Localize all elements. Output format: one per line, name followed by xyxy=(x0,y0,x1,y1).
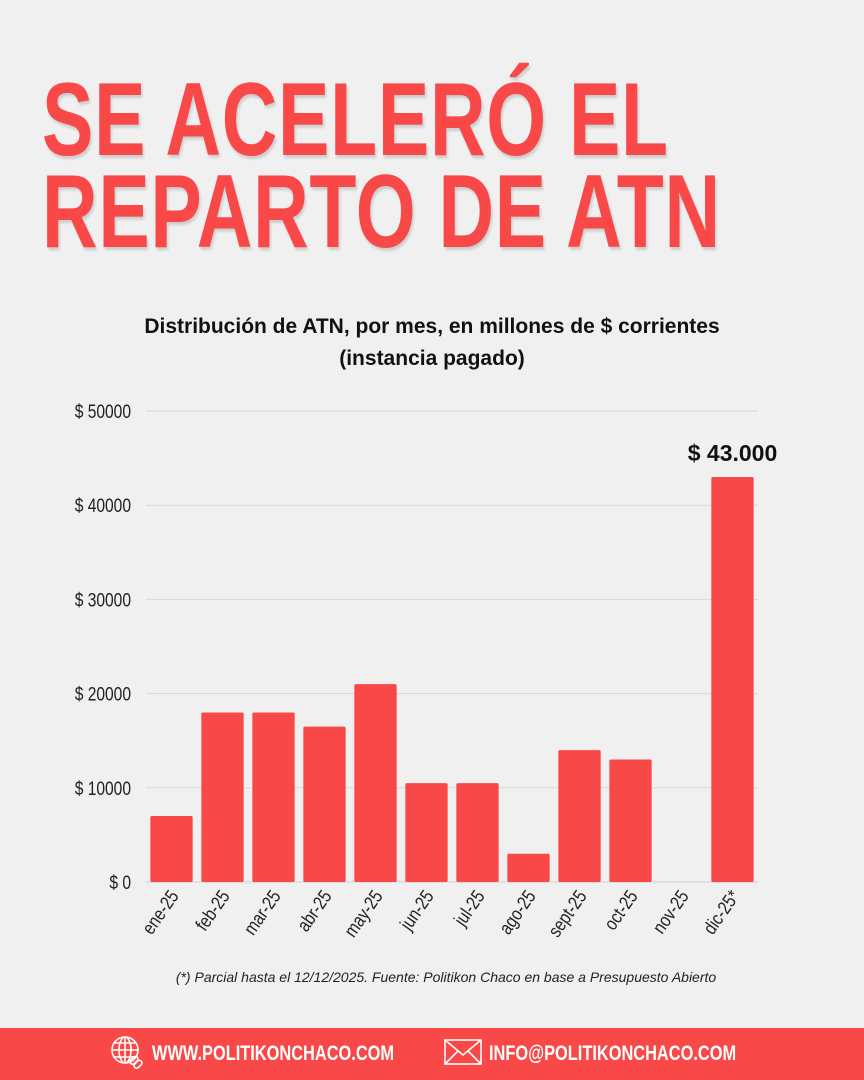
bar-jul-25 xyxy=(456,783,499,882)
bar-mar-25 xyxy=(252,712,295,882)
bar-abr-25 xyxy=(303,726,346,882)
x-tick-label: ago-25 xyxy=(494,886,540,938)
y-tick-label: $ 20000 xyxy=(75,683,131,705)
bar-chart: $ 0 $ 10000 $ 20000 $ 30000 $ 40000 $ 50000 en… xyxy=(75,401,778,942)
chart-title: Distribución de ATN, por mes, en millone… xyxy=(144,315,720,338)
x-tick-label: sept-25 xyxy=(543,886,591,941)
email-link[interactable]: INFO@POLITIKONCHACO.COM xyxy=(488,1042,736,1065)
y-tick-label: $ 0 xyxy=(109,872,131,894)
x-tick-label: oct-25 xyxy=(599,886,642,934)
bar-oct-25 xyxy=(609,759,652,882)
footer: WWW.POLITIKONCHACO.COM INFO@POLITIKONCHA… xyxy=(0,1028,864,1080)
bar-ago-25 xyxy=(507,853,550,882)
y-tick-label: $ 50000 xyxy=(75,401,131,423)
x-tick-label: nov-25 xyxy=(648,886,693,938)
website-link[interactable]: WWW.POLITIKONCHACO.COM xyxy=(152,1042,395,1065)
bar-sept-25 xyxy=(558,750,601,882)
data-label: $ 43.000 xyxy=(688,440,778,466)
x-tick-label: feb-25 xyxy=(191,886,234,935)
bar-jun-25 xyxy=(405,783,448,882)
footer-email[interactable]: INFO@POLITIKONCHACO.COM xyxy=(443,1037,756,1072)
bar-ene-25 xyxy=(150,816,193,882)
headline-line-1: SE ACELERÓ EL xyxy=(42,62,669,178)
bar-may-25 xyxy=(354,684,397,882)
headline-line-2: REPARTO DE ATN xyxy=(42,154,721,270)
x-tick-label: abr-25 xyxy=(292,886,336,935)
x-tick-label: dic-25* xyxy=(698,886,744,938)
y-tick-label: $ 40000 xyxy=(75,495,131,517)
chart-subtitle: (instancia pagado) xyxy=(339,347,525,370)
x-tick-label: jun-25 xyxy=(395,886,438,935)
source-note: (*) Parcial hasta el 12/12/2025. Fuente:… xyxy=(175,969,717,985)
globe-link-icon xyxy=(108,1033,146,1076)
bar-feb-25 xyxy=(201,712,244,882)
x-tick-label: ene-25 xyxy=(137,886,183,938)
y-tick-label: $ 10000 xyxy=(75,777,131,799)
x-tick-label: jul-25 xyxy=(449,886,489,930)
envelope-icon xyxy=(443,1037,483,1072)
footer-website[interactable]: WWW.POLITIKONCHACO.COM xyxy=(108,1033,412,1076)
x-tick-label: mar-25 xyxy=(239,886,285,939)
y-tick-label: $ 30000 xyxy=(75,589,131,611)
x-tick-label: may-25 xyxy=(339,886,387,941)
bar-dic-25* xyxy=(711,476,754,882)
